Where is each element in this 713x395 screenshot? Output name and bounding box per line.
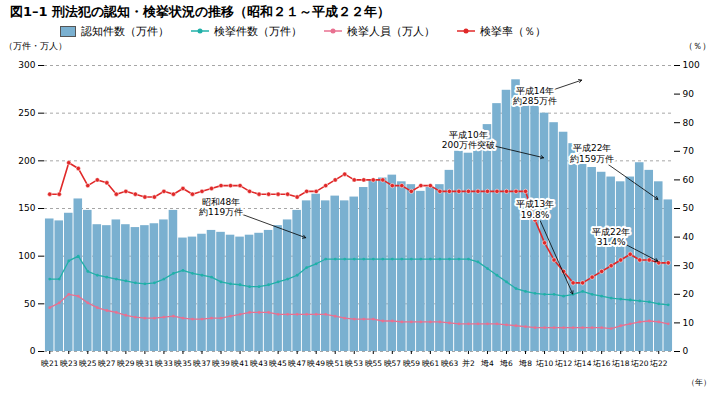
svg-text:0: 0 xyxy=(30,346,36,356)
svg-text:100: 100 xyxy=(18,251,35,261)
svg-text:0: 0 xyxy=(683,346,689,356)
svg-text:坶6: 坶6 xyxy=(499,359,513,368)
svg-text:平成14年約285万件: 平成14年約285万件 xyxy=(513,86,557,106)
svg-text:映25: 映25 xyxy=(79,359,97,368)
svg-text:坧20: 坧20 xyxy=(630,359,649,368)
svg-text:80: 80 xyxy=(683,118,695,128)
svg-text:映27: 映27 xyxy=(98,359,116,368)
svg-text:映47: 映47 xyxy=(288,359,306,368)
svg-text:映35: 映35 xyxy=(174,359,192,368)
svg-text:映49: 映49 xyxy=(307,359,325,368)
svg-text:映45: 映45 xyxy=(269,359,287,368)
svg-text:平成13年19.8%: 平成13年19.8% xyxy=(516,199,554,219)
svg-text:坧22: 坧22 xyxy=(649,359,668,368)
svg-text:坧14: 坧14 xyxy=(573,359,592,368)
svg-text:映51: 映51 xyxy=(326,359,344,368)
svg-text:映39: 映39 xyxy=(212,359,230,368)
svg-text:坶8: 坶8 xyxy=(518,359,532,368)
svg-text:70: 70 xyxy=(683,146,695,156)
html-text:図1–1 刑法犯の認知・検挙状況の推移（昭和２１～平成２２年: 図1–1 刑法犯の認知・検挙状況の推移（昭和２１～平成２２年） xyxy=(10,4,391,19)
svg-text:300: 300 xyxy=(18,60,35,70)
svg-text:映43: 映43 xyxy=(250,359,268,368)
svg-text:坶4: 坶4 xyxy=(480,359,494,368)
svg-text:200: 200 xyxy=(18,156,35,166)
svg-text:映53: 映53 xyxy=(345,359,363,368)
svg-text:平成10年200万件突破: 平成10年200万件突破 xyxy=(442,130,495,150)
svg-text:坧12: 坧12 xyxy=(554,359,573,368)
html-text:認知件数（万件）: 認知件数（万件） xyxy=(81,24,169,38)
svg-text:映63: 映63 xyxy=(441,359,459,368)
svg-text:90: 90 xyxy=(683,89,695,99)
svg-text:60: 60 xyxy=(683,175,695,185)
svg-text:50: 50 xyxy=(683,203,695,213)
svg-text:并2: 并2 xyxy=(462,359,475,368)
svg-text:（年）: （年） xyxy=(687,378,711,387)
svg-text:映33: 映33 xyxy=(155,359,173,368)
html-text:検挙件数（万件）: 検挙件数（万件） xyxy=(214,24,302,38)
svg-text:映23: 映23 xyxy=(60,359,78,368)
svg-text:坧16: 坧16 xyxy=(592,359,611,368)
svg-text:映61: 映61 xyxy=(422,359,440,368)
svg-text:250: 250 xyxy=(18,108,35,118)
svg-text:（％）: （％） xyxy=(684,41,711,51)
svg-text:平成22年31.4%: 平成22年31.4% xyxy=(592,227,630,247)
svg-text:映21: 映21 xyxy=(41,359,59,368)
svg-text:平成22年約159万件: 平成22年約159万件 xyxy=(570,143,614,163)
svg-text:映37: 映37 xyxy=(193,359,211,368)
svg-text:映59: 映59 xyxy=(403,359,421,368)
svg-text:坧10: 坧10 xyxy=(535,359,554,368)
svg-text:映55: 映55 xyxy=(365,359,383,368)
svg-text:映31: 映31 xyxy=(136,359,154,368)
svg-text:20: 20 xyxy=(683,289,695,299)
svg-text:映29: 映29 xyxy=(117,359,135,368)
html-text:検挙率（％）: 検挙率（％） xyxy=(480,24,546,38)
svg-text:50: 50 xyxy=(24,299,36,309)
svg-text:坧18: 坧18 xyxy=(611,359,630,368)
svg-text:150: 150 xyxy=(18,203,35,213)
svg-text:30: 30 xyxy=(683,261,695,271)
svg-text:昭和48年約119万件: 昭和48年約119万件 xyxy=(199,197,243,217)
svg-text:40: 40 xyxy=(683,232,695,242)
html-text:検挙人員（万人）: 検挙人員（万人） xyxy=(347,24,435,38)
svg-text:映41: 映41 xyxy=(231,359,249,368)
svg-text:10: 10 xyxy=(683,318,695,328)
svg-text:映57: 映57 xyxy=(384,359,402,368)
svg-text:（万件・万人）: （万件・万人） xyxy=(4,41,67,51)
svg-text:100: 100 xyxy=(683,60,700,70)
